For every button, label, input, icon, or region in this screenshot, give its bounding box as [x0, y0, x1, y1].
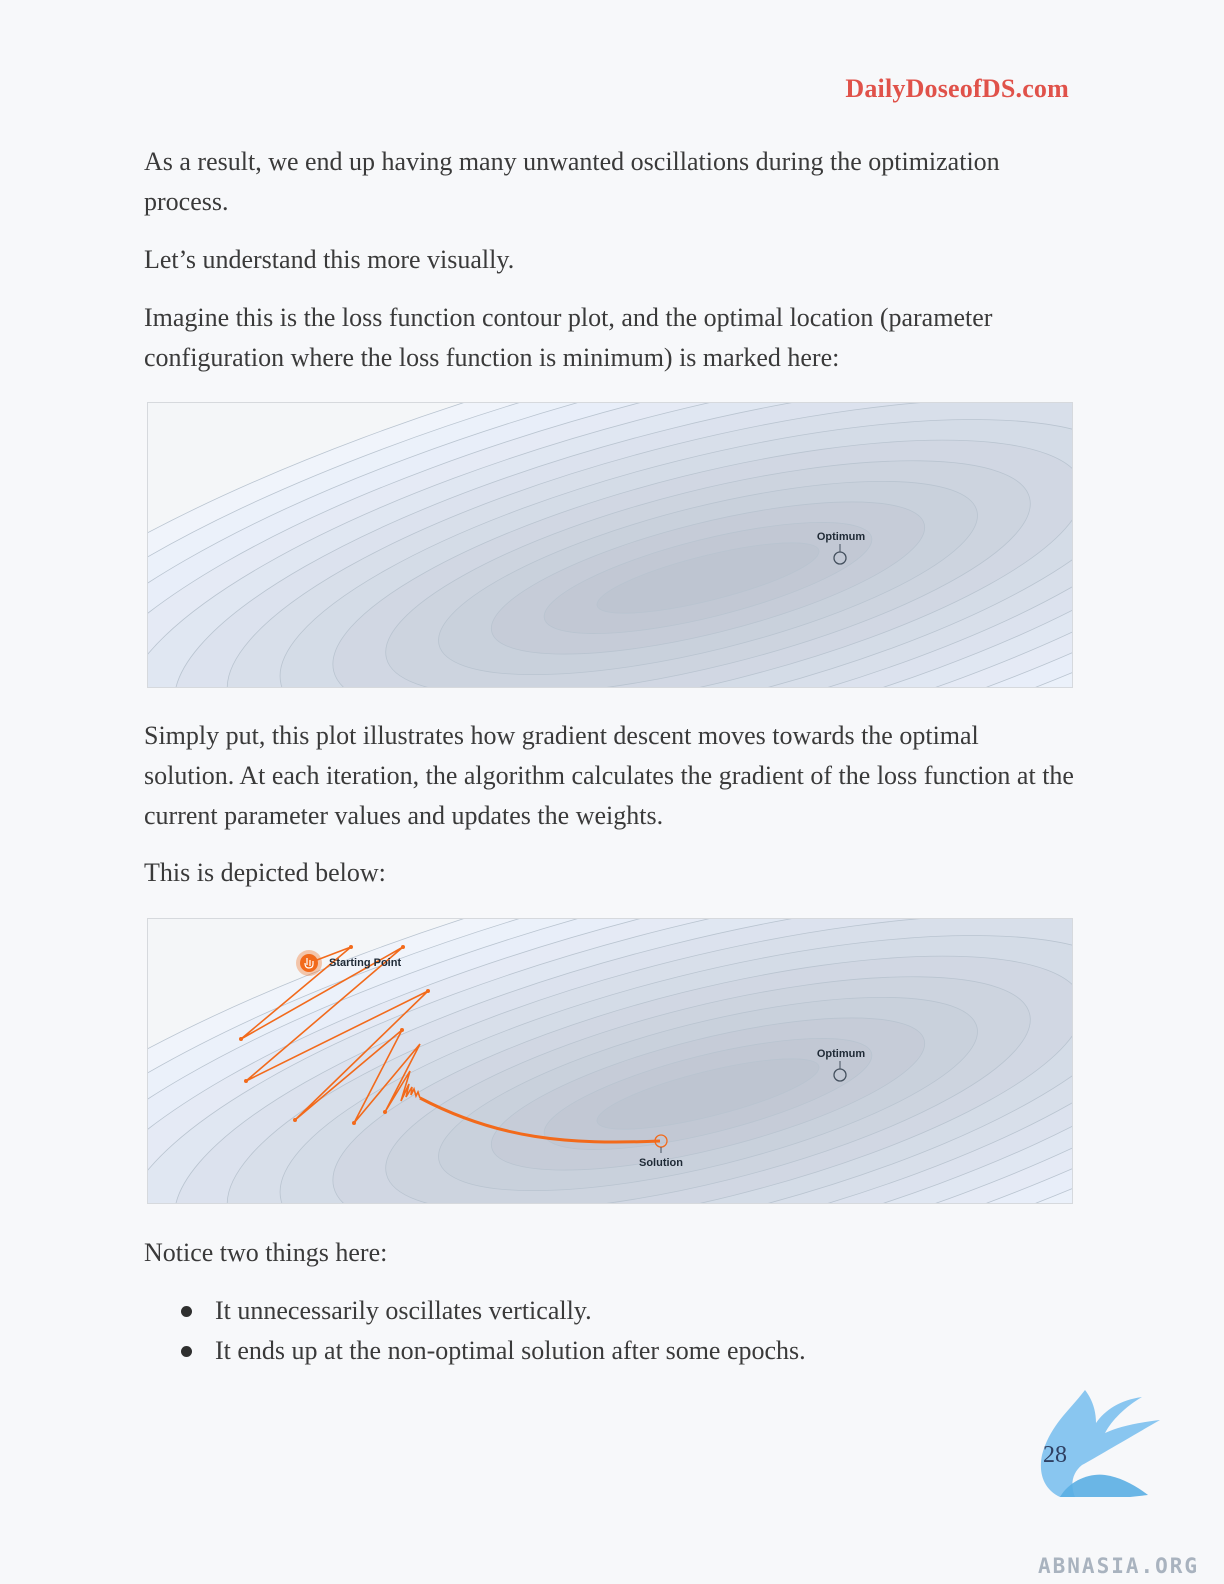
- watermark-text: ABNASIA.ORG: [1038, 1554, 1200, 1578]
- paragraph-gradient-descent: Simply put, this plot illustrates how gr…: [144, 721, 1074, 830]
- bullet-non-optimal: It ends up at the non-optimal solution a…: [175, 1331, 806, 1371]
- paragraph-contour-intro: Imagine this is the loss function contou…: [144, 303, 993, 372]
- paragraph-oscillations: As a result, we end up having many unwan…: [144, 147, 1000, 216]
- optimum-label: Optimum: [817, 531, 865, 543]
- optimum-marker: [833, 551, 847, 565]
- solution-label: Solution: [639, 1157, 683, 1169]
- contour-plot: Optimum: [148, 403, 1072, 687]
- bullet-oscillates: It unnecessarily oscillates vertically.: [175, 1291, 806, 1331]
- griffin-logo-icon: [1040, 1390, 1160, 1497]
- page-number: 28: [1043, 1442, 1067, 1468]
- paragraph-depicted: This is depicted below:: [144, 858, 386, 887]
- paragraph-notice: Notice two things here:: [144, 1238, 388, 1267]
- gradient-descent-plot: Starting Point Optimum Solution: [148, 919, 1072, 1203]
- gradient-descent-figure: Starting Point Optimum Solution: [147, 918, 1073, 1204]
- paragraph-understand: Let’s understand this more visually.: [144, 245, 515, 274]
- descent-path-smooth: [419, 1096, 661, 1144]
- optimum-marker: [833, 1068, 847, 1082]
- hand-pointer-icon: [300, 954, 318, 972]
- starting-point-label: Starting Point: [329, 957, 401, 969]
- optimum-label: Optimum: [817, 1048, 865, 1060]
- contour-plot-figure: Optimum: [147, 402, 1073, 688]
- site-header: DailyDoseofDS.com: [845, 74, 1069, 103]
- bullet-list: It unnecessarily oscillates vertically. …: [175, 1291, 806, 1371]
